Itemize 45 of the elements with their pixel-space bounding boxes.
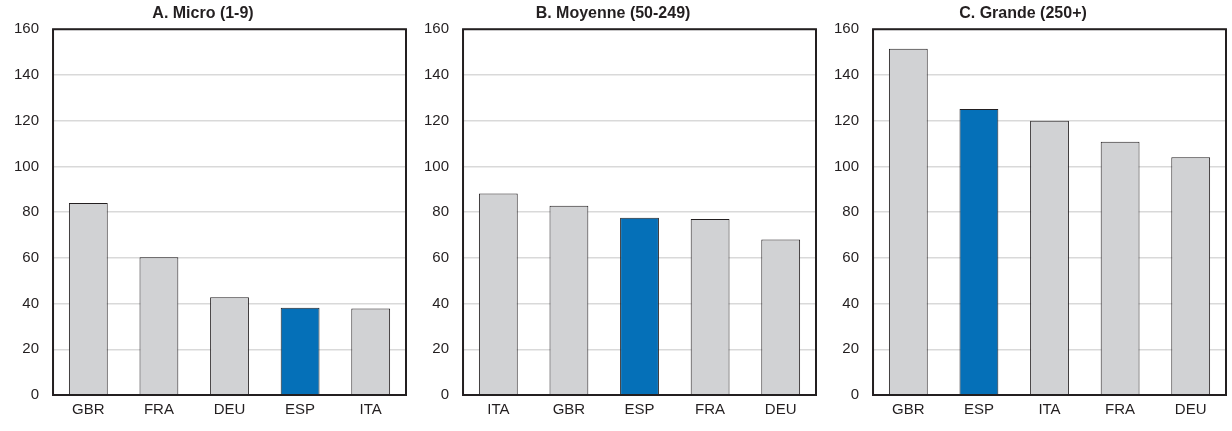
x-tick-label: ESP xyxy=(963,400,994,418)
x-tick-label: FRA xyxy=(143,400,174,418)
x-tick-label: DEU xyxy=(764,400,797,418)
y-tick-label: 120 xyxy=(424,110,450,128)
y-tick-label: 0 xyxy=(440,385,450,403)
y-tick-label: 100 xyxy=(14,156,40,174)
x-tick-label: GBR xyxy=(72,400,105,418)
y-tick-label: 20 xyxy=(842,339,860,357)
x-tick-label: ITA xyxy=(487,400,510,418)
x-tick-label: DEU xyxy=(213,400,246,418)
y-tick-label: 40 xyxy=(842,293,860,311)
y-tick-label: 0 xyxy=(850,385,860,403)
y-tick-label: 60 xyxy=(22,247,40,265)
x-tick-label: ITA xyxy=(1038,400,1061,418)
y-tick-label: 160 xyxy=(424,19,450,37)
y-tick-label: 20 xyxy=(22,339,40,357)
x-tick-label: GBR xyxy=(892,400,925,418)
y-tick-label: 140 xyxy=(14,65,40,83)
y-tick-label: 80 xyxy=(432,202,450,220)
x-tick-label: ESP xyxy=(624,400,655,418)
y-tick-label: 80 xyxy=(842,202,860,220)
y-tick-label: 140 xyxy=(424,65,450,83)
y-tick-label: 120 xyxy=(834,110,860,128)
x-tick-label: FRA xyxy=(695,400,726,418)
chart-title: C. Grande (250+) xyxy=(959,4,1087,22)
x-tick-label: ESP xyxy=(285,400,316,418)
y-tick-label: 160 xyxy=(14,19,40,37)
chart-title: A. Micro (1-9) xyxy=(152,4,254,22)
y-tick-label: 40 xyxy=(22,293,40,311)
y-tick-label: 100 xyxy=(424,156,450,174)
y-tick-label: 60 xyxy=(842,247,860,265)
y-tick-label: 80 xyxy=(22,202,40,220)
y-tick-label: 160 xyxy=(834,19,860,37)
x-tick-label: DEU xyxy=(1174,400,1207,418)
y-tick-label: 120 xyxy=(14,110,40,128)
y-tick-label: 60 xyxy=(432,247,450,265)
x-tick-label: FRA xyxy=(1105,400,1136,418)
y-tick-label: 100 xyxy=(834,156,860,174)
y-tick-label: 140 xyxy=(834,65,860,83)
x-tick-label: ITA xyxy=(359,400,382,418)
y-tick-label: 20 xyxy=(432,339,450,357)
y-tick-label: 40 xyxy=(432,293,450,311)
y-tick-label: 0 xyxy=(30,385,40,403)
chart-title: B. Moyenne (50-249) xyxy=(535,4,691,22)
x-tick-label: GBR xyxy=(552,400,586,418)
